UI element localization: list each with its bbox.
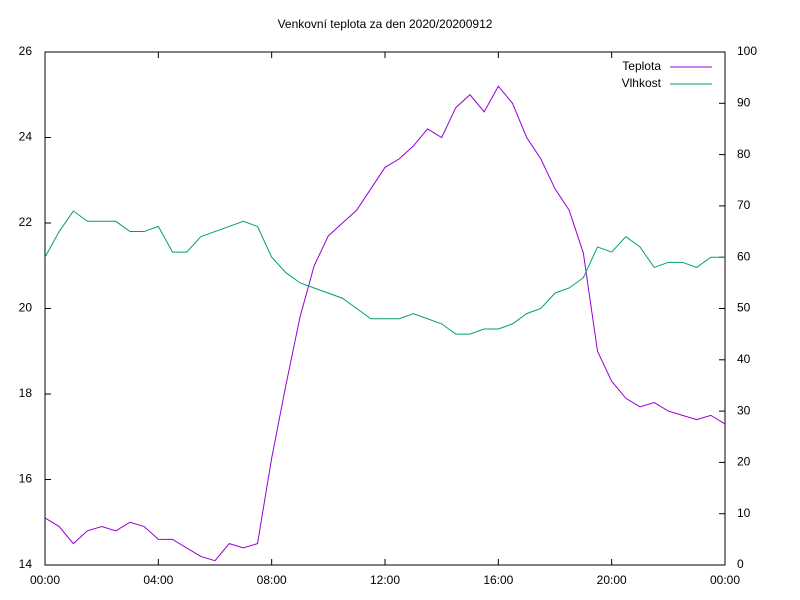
y-tick-label: 22 bbox=[19, 215, 33, 229]
y2-tick-label: 60 bbox=[737, 249, 751, 263]
y-tick-label: 18 bbox=[19, 386, 33, 400]
y2-tick-label: 100 bbox=[737, 44, 757, 58]
y2-tick-label: 70 bbox=[737, 198, 751, 212]
y-tick-label: 14 bbox=[19, 557, 33, 571]
y-tick-label: 20 bbox=[19, 301, 33, 315]
x-tick-label: 04:00 bbox=[143, 573, 173, 587]
y2-tick-label: 0 bbox=[737, 557, 744, 571]
y-tick-label: 16 bbox=[19, 472, 33, 486]
plot-border bbox=[44, 51, 726, 566]
legend-label: Vlhkost bbox=[622, 76, 662, 90]
y2-tick-label: 90 bbox=[737, 95, 751, 109]
chart-title: Venkovní teplota za den 2020/20200912 bbox=[278, 17, 493, 31]
x-tick-label: 08:00 bbox=[257, 573, 287, 587]
x-tick-label: 16:00 bbox=[483, 573, 513, 587]
y2-tick-label: 30 bbox=[737, 403, 751, 417]
x-tick-label: 00:00 bbox=[30, 573, 60, 587]
y2-tick-label: 80 bbox=[737, 147, 751, 161]
x-tick-label: 12:00 bbox=[370, 573, 400, 587]
y2-tick-label: 50 bbox=[737, 301, 751, 315]
series-line bbox=[44, 210, 725, 335]
x-tick-label: 20:00 bbox=[597, 573, 627, 587]
y2-tick-label: 40 bbox=[737, 352, 751, 366]
y-tick-label: 24 bbox=[19, 130, 33, 144]
y-tick-label: 26 bbox=[19, 44, 33, 58]
series-line bbox=[44, 85, 726, 562]
y2-tick-label: 10 bbox=[737, 506, 751, 520]
legend-label: Teplota bbox=[622, 59, 661, 73]
y2-tick-label: 20 bbox=[737, 455, 751, 469]
x-tick-label: 00:00 bbox=[710, 573, 740, 587]
